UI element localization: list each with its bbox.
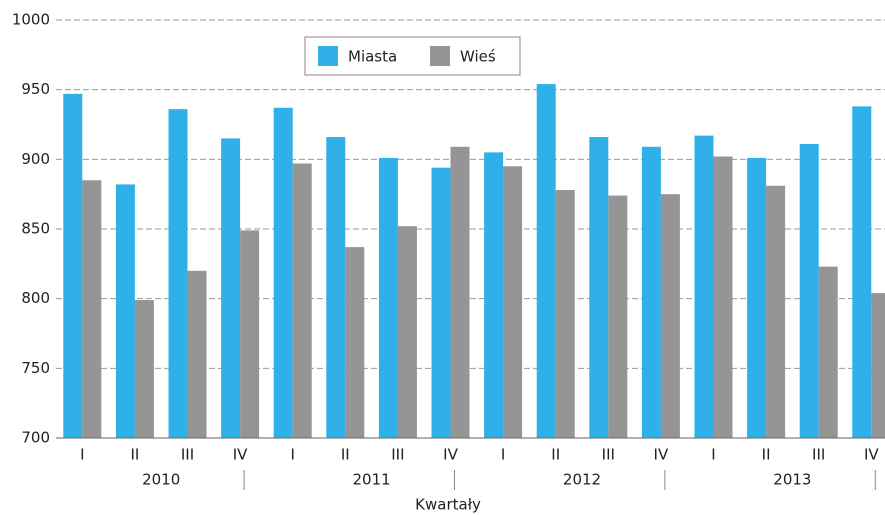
x-tick-label: I: [711, 446, 715, 464]
group-label: 2010: [142, 471, 180, 489]
group-label: 2011: [353, 471, 391, 489]
x-tick-label: I: [501, 446, 505, 464]
legend-label: Miasta: [348, 48, 397, 66]
bar: [852, 106, 872, 439]
bar: [660, 194, 680, 438]
y-tick-label: 950: [21, 80, 50, 98]
bar: [221, 138, 241, 438]
bar: [641, 146, 661, 438]
bar: [871, 293, 885, 438]
bar: [555, 189, 575, 438]
y-tick-label: 1000: [12, 11, 50, 29]
bar: [766, 185, 786, 438]
y-tick-label: 750: [21, 359, 50, 377]
x-tick-label: III: [391, 446, 404, 464]
y-tick-label: 700: [21, 429, 50, 447]
x-axis-label: Kwartały: [415, 496, 481, 514]
bar: [608, 195, 628, 438]
bar: [799, 144, 819, 439]
bar: [818, 266, 838, 438]
legend-label: Wieś: [460, 48, 496, 66]
bar: [536, 84, 556, 439]
bar: [378, 157, 398, 438]
bar: [115, 184, 135, 438]
bar: [345, 247, 365, 438]
bar: [503, 166, 523, 439]
bar: [168, 109, 188, 438]
x-tick-label: II: [341, 446, 350, 464]
bar: [63, 93, 83, 438]
x-tick-label: II: [551, 446, 560, 464]
x-tick-label: III: [812, 446, 825, 464]
group-label: 2012: [563, 471, 601, 489]
x-tick-label: IV: [864, 446, 879, 464]
bar: [273, 107, 293, 438]
legend-swatch: [318, 46, 338, 66]
y-tick-label: 850: [21, 220, 50, 238]
bar: [397, 226, 417, 438]
x-tick-label: IV: [443, 446, 458, 464]
bar: [589, 137, 609, 439]
bar: [240, 230, 260, 438]
legend-swatch: [430, 46, 450, 66]
x-tick-label: II: [762, 446, 771, 464]
x-tick-label: III: [602, 446, 615, 464]
bar: [450, 146, 470, 438]
bar: [694, 135, 714, 438]
x-tick-label: IV: [233, 446, 248, 464]
bar: [484, 152, 504, 438]
y-tick-label: 800: [21, 289, 50, 307]
bar: [292, 163, 312, 438]
x-tick-label: I: [80, 446, 84, 464]
bar: [326, 137, 346, 439]
bar: [187, 270, 207, 438]
bar: [82, 180, 102, 438]
bar: [134, 300, 154, 438]
y-tick-label: 900: [21, 150, 50, 168]
x-tick-label: I: [290, 446, 294, 464]
x-tick-label: II: [130, 446, 139, 464]
bar: [431, 167, 451, 438]
bar: [747, 157, 767, 438]
group-label: 2013: [773, 471, 811, 489]
x-tick-label: IV: [654, 446, 669, 464]
bar: [713, 156, 733, 438]
x-tick-label: III: [181, 446, 194, 464]
legend: [304, 36, 521, 76]
